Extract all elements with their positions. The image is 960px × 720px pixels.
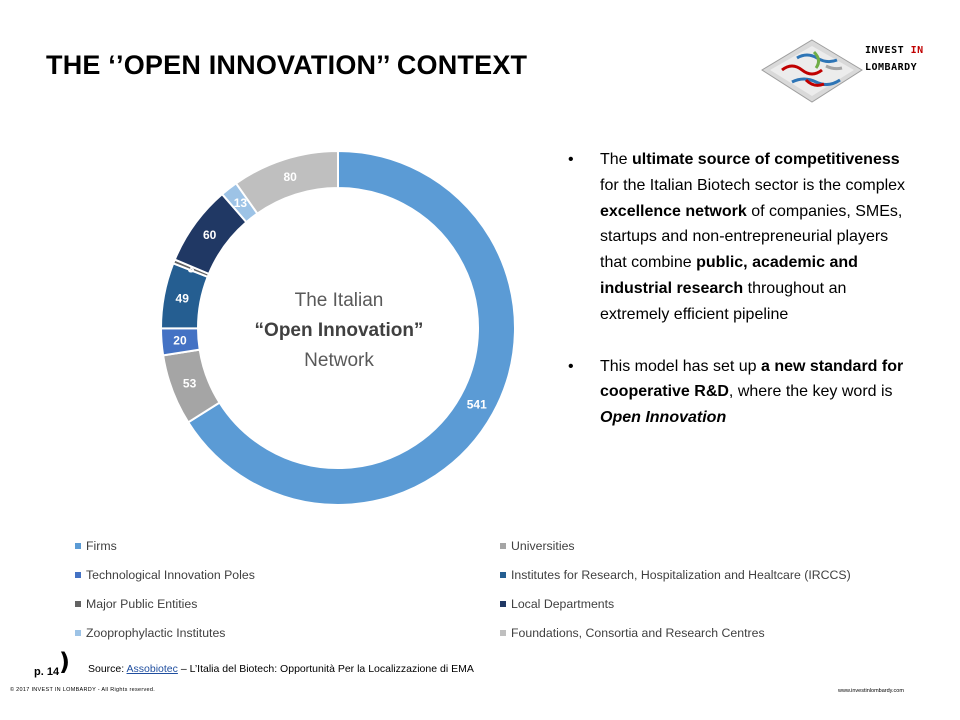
bullet-item: • This model has set up a new standard fo… bbox=[566, 354, 906, 431]
legend-label: Universities bbox=[511, 539, 575, 553]
legend-item: Firms bbox=[75, 539, 117, 553]
slice-data-label: 541 bbox=[467, 398, 487, 412]
slice-data-label: 60 bbox=[203, 228, 217, 242]
bullet-text-part: for the Italian Biotech sector is the co… bbox=[600, 176, 906, 194]
legend-swatch bbox=[75, 600, 81, 607]
source-prefix: Source: bbox=[88, 663, 127, 675]
legend-label: Foundations, Consortia and Research Cent… bbox=[511, 626, 765, 640]
center-label-line2: “Open Innovation” bbox=[254, 320, 424, 341]
legend-swatch bbox=[75, 542, 81, 549]
slice-data-label: 53 bbox=[183, 377, 197, 391]
slice-data-label: 3 bbox=[188, 261, 195, 275]
legend-item: Foundations, Consortia and Research Cent… bbox=[500, 626, 765, 640]
source-link[interactable]: Assobiotec bbox=[126, 663, 178, 675]
legend-swatch bbox=[75, 629, 81, 636]
bullet-text-part: public, academic and industrial research bbox=[600, 254, 858, 297]
copyright-note: © 2017 INVEST IN LOMBARDY - All Rights r… bbox=[10, 687, 156, 693]
legend-label: Major Public Entities bbox=[86, 597, 198, 611]
bullet-text-part: excellence network bbox=[600, 202, 747, 220]
legend-item: Technological Innovation Poles bbox=[75, 568, 255, 582]
slice-data-label: 80 bbox=[283, 170, 297, 184]
legend-swatch bbox=[500, 600, 506, 607]
bullet-dot: • bbox=[568, 151, 574, 168]
slide-title: THE ‘’OPEN INNOVATION’’ CONTEXT bbox=[46, 50, 528, 80]
logo-graphic bbox=[761, 39, 863, 103]
legend-swatch bbox=[500, 571, 506, 578]
bullet-text-part: , where the key word is bbox=[728, 383, 893, 401]
bullet-text-part: ultimate source of competitiveness bbox=[632, 151, 900, 168]
legend-swatch bbox=[500, 629, 506, 636]
legend-label: Institutes for Research, Hospitalization… bbox=[511, 568, 851, 582]
donut-chart: 541 53 20 49 3 60 13 80 bbox=[159, 149, 516, 506]
bullet-list: • The ultimate source of competitiveness … bbox=[566, 147, 906, 457]
logo-text-lombardy: LOMBARDY bbox=[865, 62, 918, 73]
legend-label: Firms bbox=[86, 539, 117, 553]
center-label-line3: Network bbox=[304, 350, 374, 371]
legend-item: Universities bbox=[500, 539, 575, 553]
legend-item: Major Public Entities bbox=[75, 597, 197, 611]
slice-data-label: 20 bbox=[173, 333, 187, 347]
center-label-line1: The Italian bbox=[294, 290, 384, 311]
bullet-text-part: The bbox=[600, 151, 633, 168]
slice-data-label: 49 bbox=[176, 292, 190, 306]
bullet-text-part: Open Innovation bbox=[600, 409, 727, 427]
legend-item: Zooprophylactic Institutes bbox=[75, 626, 225, 640]
source-note: Source: Assobiotec – L’Italia del Biotec… bbox=[88, 663, 474, 675]
legend-swatch bbox=[500, 542, 506, 549]
legend-swatch bbox=[75, 571, 81, 578]
bullet-text-part: throughout an extremely efficient pipeli… bbox=[600, 279, 847, 323]
bullet-text-part: a new standard for cooperative R&D bbox=[600, 357, 904, 401]
slice-data-label: 13 bbox=[234, 196, 248, 210]
source-suffix: – L’Italia del Biotech: Opportunità Per … bbox=[177, 663, 474, 675]
logo-text-invest: INVEST bbox=[865, 45, 911, 56]
donut-center-label: The Italian “Open Innovation” Network bbox=[239, 286, 439, 376]
legend-label: Technological Innovation Poles bbox=[86, 568, 255, 582]
page-number: p. 14 bbox=[34, 666, 60, 678]
legend-item: Local Departments bbox=[500, 597, 614, 611]
page-brace: ) bbox=[59, 648, 70, 676]
bullet-text-part: of companies, SMEs, startups and non-ent… bbox=[600, 202, 903, 272]
bullet-text-part: This model has set up bbox=[600, 357, 761, 375]
legend-item: Institutes for Research, Hospitalization… bbox=[500, 568, 851, 582]
donut-slice bbox=[186, 149, 516, 506]
bullet-dot: • bbox=[568, 357, 574, 375]
legend-label: Local Departments bbox=[511, 597, 615, 611]
donut-slice bbox=[234, 149, 339, 215]
website-url: www.investinlombardy.com bbox=[838, 688, 904, 694]
logo-text-in: IN bbox=[910, 45, 924, 56]
legend-label: Zooprophylactic Institutes bbox=[86, 626, 226, 640]
logo-text: INVEST IN LOMBARDY bbox=[865, 42, 924, 76]
bullet-item: • The ultimate source of competitiveness … bbox=[566, 147, 906, 328]
